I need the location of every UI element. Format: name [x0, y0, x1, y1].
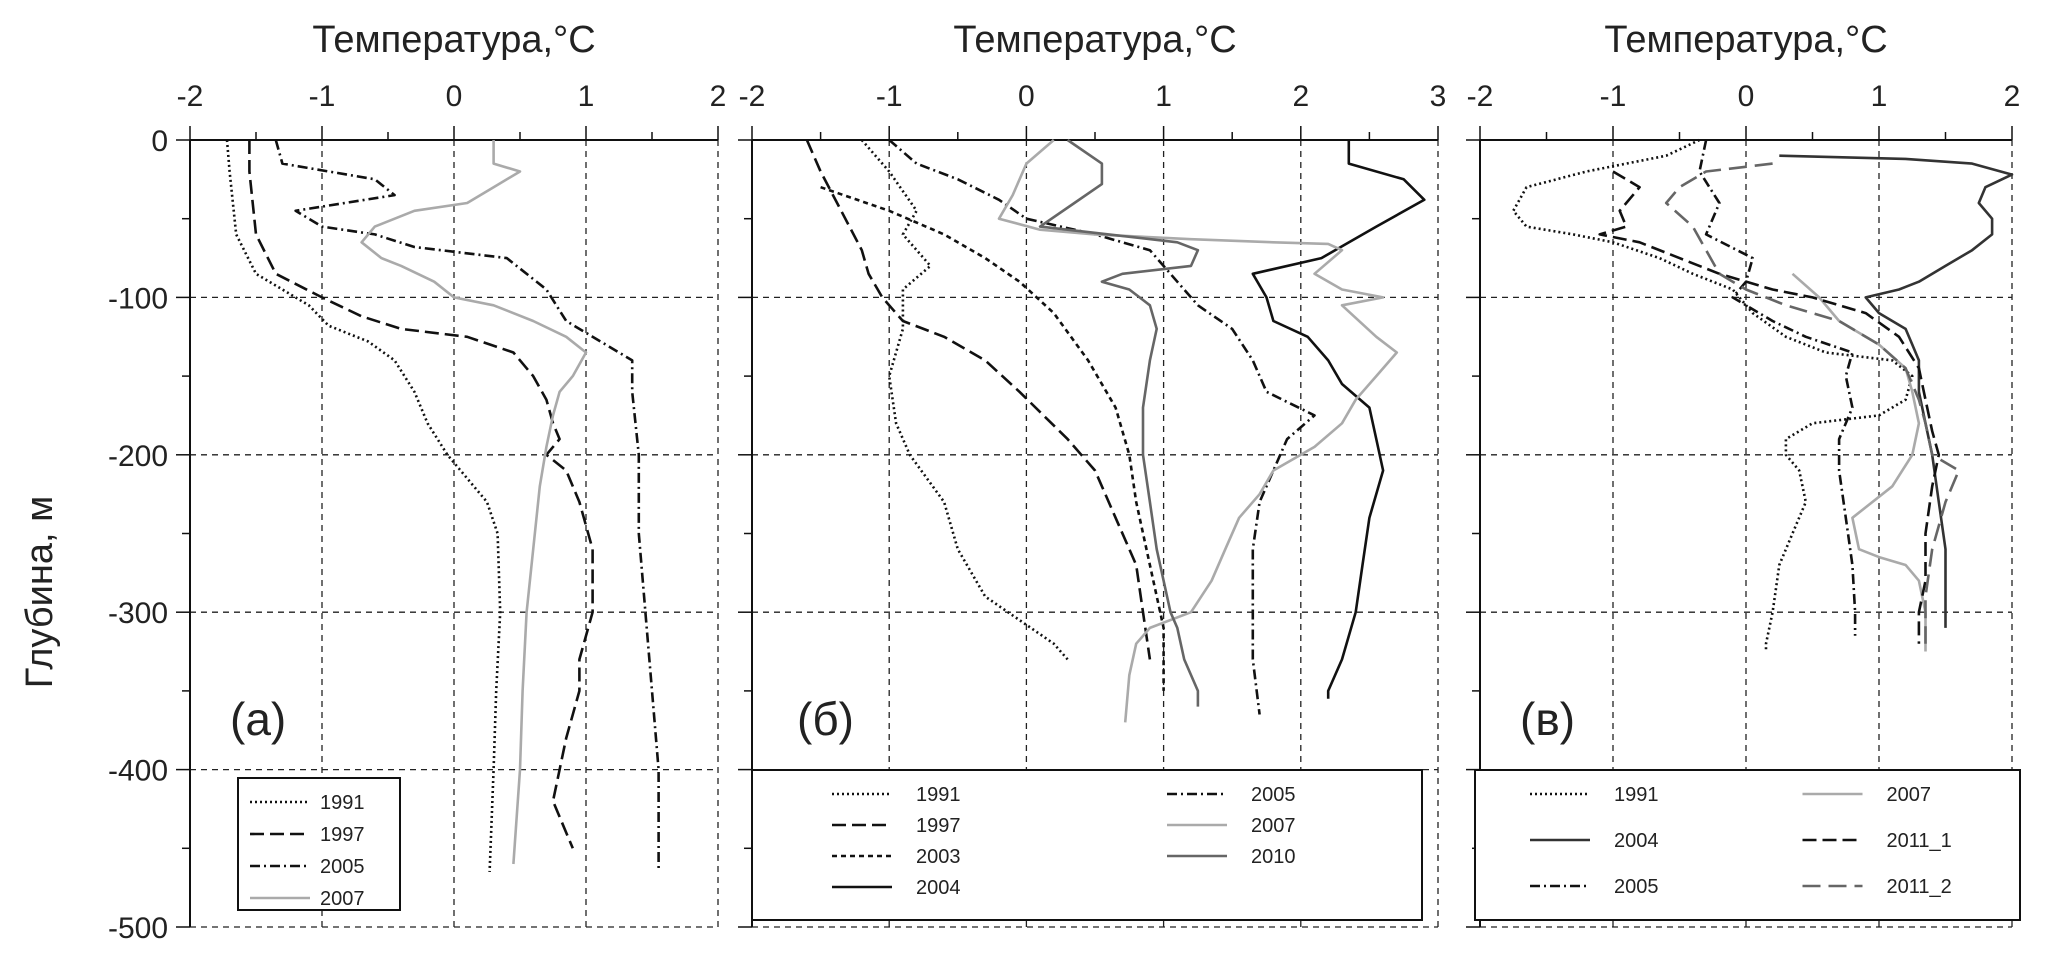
y-tick-label: -400 [108, 755, 168, 788]
legend-label: 1997 [916, 815, 961, 837]
series-line-2005 [888, 139, 1316, 715]
legend-label: 1991 [916, 784, 961, 806]
series-line-2011_1 [1598, 170, 1941, 644]
x-tick-label: 0 [1018, 80, 1035, 113]
x-tick-label: -1 [309, 80, 336, 113]
legend-label: 2011_1 [1887, 830, 1952, 852]
series-line-2007 [1791, 272, 1927, 652]
chart-title: Температура,°C [312, 19, 595, 61]
x-tick-label: 1 [1155, 80, 1172, 113]
y-tick-label: 0 [151, 125, 168, 158]
y-tick-label: -100 [108, 282, 168, 315]
legend-label: 2010 [1251, 846, 1296, 868]
x-tick-label: 2 [2004, 80, 2021, 113]
x-tick-label: 0 [1738, 80, 1755, 113]
series-line-2003 [820, 185, 1165, 691]
series-line-2004 [1251, 140, 1426, 699]
legend-label: 2007 [1251, 815, 1296, 837]
legend-label: 2003 [916, 846, 961, 868]
x-tick-label: -1 [876, 80, 903, 113]
x-tick-label: 2 [1292, 80, 1309, 113]
y-tick-label: -200 [108, 440, 168, 473]
series-line-1997 [248, 140, 594, 849]
legend-label: 2007 [320, 888, 365, 910]
panel-label: (б) [797, 693, 854, 745]
series-line-1991 [225, 139, 502, 872]
chart-title: Температура,°C [953, 19, 1236, 61]
legend-box [751, 769, 1423, 921]
series-line-1997 [805, 139, 1152, 660]
legend-label: 2005 [1251, 784, 1296, 806]
x-tick-label: -2 [1467, 80, 1494, 113]
legend-label: 1991 [320, 792, 365, 814]
series-line-1991 [860, 139, 1069, 661]
x-tick-label: -2 [177, 80, 204, 113]
legend-box [237, 777, 401, 911]
legend-label: 2011_2 [1887, 876, 1952, 898]
y-tick-label: -300 [108, 597, 168, 630]
chart-panel-3: Температура,°C -2 -1 0 1 2 (в) 1991 2004 2005 2007… [1466, 19, 2021, 928]
chart-title: Температура,°C [1604, 19, 1887, 61]
legend-label: 1991 [1614, 784, 1659, 806]
series-line-2007 [997, 139, 1399, 723]
x-tick-label: 1 [1871, 80, 1888, 113]
legend-label: 2007 [1887, 784, 1932, 806]
x-tick-label: 0 [446, 80, 463, 113]
legend-label: 1997 [320, 824, 365, 846]
y-tick-label: -500 [108, 912, 168, 945]
legend-label: 2004 [916, 877, 961, 899]
series-line-2007 [360, 140, 588, 865]
panel-label: (а) [230, 693, 286, 745]
series-line-2004 [1779, 154, 2014, 628]
legend-label: 2005 [320, 856, 365, 878]
x-tick-label: -2 [739, 80, 766, 113]
x-tick-label: 2 [710, 80, 727, 113]
chart-panel-1: Температура,°C -2 -1 0 1 2 0 -100 -200 -300 -400 -5… [108, 19, 726, 945]
series-line-2005 [1698, 139, 1857, 636]
x-tick-label: 3 [1430, 80, 1447, 113]
series-line-2010 [1038, 138, 1200, 707]
panel-label: (в) [1520, 693, 1575, 745]
x-tick-label: -1 [1600, 80, 1627, 113]
y-axis-label: Глубина, м [19, 496, 61, 688]
series-line-2005 [274, 139, 660, 872]
legend-label: 2005 [1614, 876, 1659, 898]
series-line-1991 [1512, 138, 1914, 652]
x-tick-label: 1 [578, 80, 595, 113]
chart-panel-2: Температура,°C -2 -1 0 1 2 3 (б) 1991 1997 2003 200… [738, 19, 1447, 928]
legend-label: 2004 [1614, 830, 1659, 852]
